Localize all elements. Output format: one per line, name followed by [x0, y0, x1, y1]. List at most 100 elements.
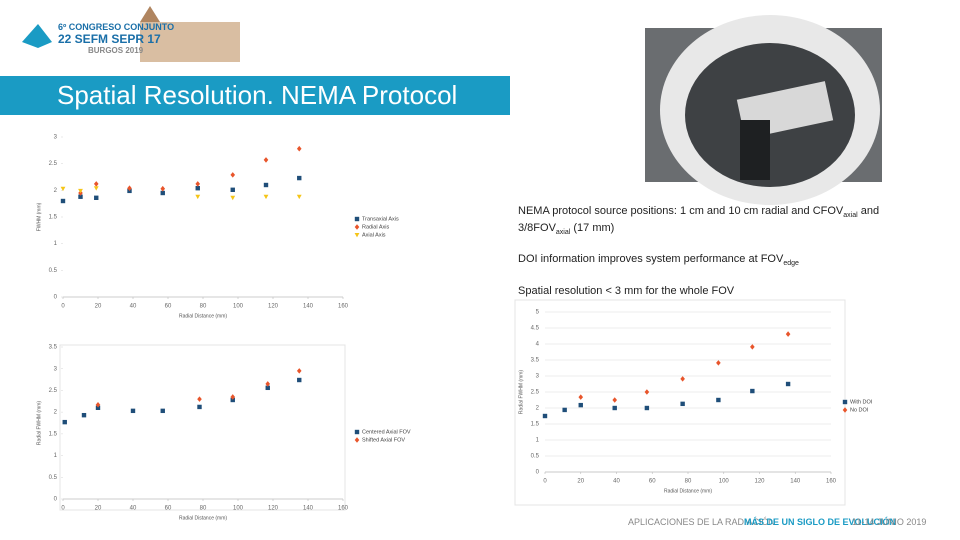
point: [78, 188, 83, 194]
footer-text: APLICACIONES DE LA RADIACIÓN: [628, 517, 776, 527]
x-tick-label: 100: [719, 479, 730, 485]
y-tick-label: 0: [536, 470, 540, 476]
x-tick-label: 100: [233, 304, 244, 310]
point: [785, 331, 791, 337]
point: [578, 402, 583, 408]
y-axis-label: FWHM (mm): [36, 202, 42, 231]
point: [93, 186, 99, 191]
point: [95, 401, 101, 408]
bullets: NEMA protocol source positions: 1 cm and…: [518, 205, 898, 312]
point: [680, 401, 685, 407]
x-tick-label: 20: [577, 479, 584, 485]
y-tick-label: 2.5: [49, 388, 58, 394]
legend-marker: [842, 399, 848, 405]
point: [296, 145, 302, 152]
bullet-text: DOI information improves system performa…: [518, 253, 784, 266]
point: [197, 404, 202, 410]
point: [750, 388, 755, 394]
y-tick-label: 3.5: [49, 345, 58, 351]
x-tick-label: 120: [268, 506, 279, 512]
point: [94, 195, 99, 200]
x-tick-label: 80: [200, 304, 207, 310]
x-tick-label: 40: [130, 506, 137, 512]
y-tick-label: 2: [536, 406, 540, 412]
y-tick-label: 2.5: [531, 390, 540, 396]
bullet-text: (17 mm): [570, 222, 615, 235]
x-tick-label: 60: [165, 304, 172, 310]
point: [130, 408, 136, 414]
x-tick-label: 20: [95, 506, 102, 512]
point: [785, 381, 791, 387]
x-tick-label: 60: [649, 479, 656, 485]
logo-text: 6º CONGRESO CONJUNTO: [58, 22, 175, 32]
logo-mark: [22, 24, 52, 48]
point: [263, 157, 269, 163]
bullet: DOI information improves system performa…: [518, 253, 898, 270]
y-tick-label: 1: [536, 438, 540, 444]
point: [230, 195, 236, 201]
point: [297, 377, 302, 383]
point: [296, 368, 302, 374]
x-tick-label: 0: [61, 304, 65, 310]
y-tick-label: 0.5: [531, 454, 540, 460]
y-tick-label: 4: [536, 342, 540, 348]
point: [95, 405, 101, 410]
x-tick-label: 120: [268, 304, 279, 310]
point: [716, 397, 721, 403]
bullet: Spatial resolution < 3 mm for the whole …: [518, 285, 898, 298]
logo-text: 22 SEFM SEPR 17: [58, 32, 161, 46]
point: [230, 187, 235, 192]
x-tick-label: 100: [233, 506, 244, 512]
x-tick-label: 140: [303, 304, 314, 310]
y-tick-label: 3: [54, 366, 58, 372]
legend-label: No DOI: [850, 407, 869, 413]
point: [680, 376, 685, 382]
y-tick-label: 1: [54, 453, 58, 459]
x-axis-label: Radial Distance (mm): [179, 515, 227, 521]
point: [297, 175, 302, 181]
y-tick-label: 2.5: [49, 161, 58, 167]
legend-marker: [354, 216, 360, 222]
legend-marker: [354, 437, 360, 443]
legend-marker: [354, 233, 360, 238]
legend-label: Radial Axis: [362, 224, 389, 230]
point: [195, 194, 201, 200]
legend-label: Centered Axial FOV: [362, 429, 411, 435]
legend-label: With DOI: [850, 399, 873, 405]
point: [160, 190, 165, 196]
y-axis-label: Radial FWHM (mm): [518, 370, 524, 414]
y-tick-label: 1: [54, 241, 58, 247]
bullet-text: and 3/8FOV: [518, 205, 880, 235]
y-tick-label: 1.5: [531, 422, 540, 428]
point: [197, 396, 202, 402]
x-axis-label: Radial Distance (mm): [179, 313, 227, 319]
point: [578, 394, 584, 400]
y-tick-label: 0: [54, 295, 58, 301]
x-tick-label: 140: [790, 479, 801, 485]
x-tick-label: 20: [95, 304, 102, 310]
legend-label: Transaxial Axis: [362, 216, 399, 222]
legend-label: Shifted Axial FOV: [362, 437, 405, 443]
legend-label: Axial Axis: [362, 232, 386, 238]
point: [230, 394, 236, 400]
point: [644, 405, 650, 411]
point: [542, 413, 548, 419]
logo-spire: [140, 6, 160, 22]
x-tick-label: 0: [543, 479, 547, 485]
bullet-text: Spatial resolution < 3 mm for the whole …: [518, 284, 735, 297]
legend-marker: [354, 429, 360, 435]
point: [263, 182, 269, 188]
x-tick-label: 40: [613, 479, 620, 485]
bullet: NEMA protocol source positions: 1 cm and…: [518, 205, 898, 239]
point: [160, 185, 166, 192]
y-tick-label: 1.5: [49, 215, 58, 221]
subscript: edge: [783, 260, 799, 268]
bullet-text: NEMA protocol source positions: 1 cm and…: [518, 205, 844, 217]
x-tick-label: 80: [200, 506, 207, 512]
y-tick-label: 0.5: [49, 268, 58, 274]
x-axis-label: Radial Distance (mm): [664, 488, 712, 494]
subscript: axial: [555, 229, 571, 237]
footer-text: 11-14 JUNIO 2019: [852, 517, 927, 527]
